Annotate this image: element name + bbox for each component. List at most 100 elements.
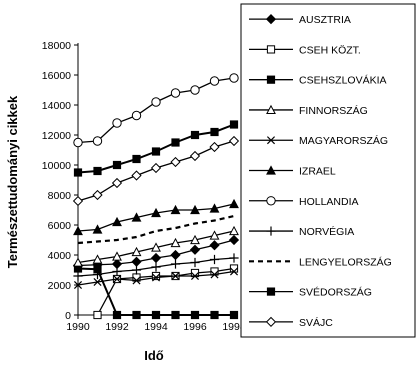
- data-point: [112, 266, 122, 277]
- legend-label: SVÁJC: [299, 316, 333, 329]
- y-tick-label: 4000: [48, 250, 72, 262]
- data-point: [150, 162, 162, 174]
- data-point: [209, 230, 220, 240]
- data-point: [73, 257, 83, 267]
- data-point: [93, 277, 102, 287]
- series-lines: [72, 73, 240, 320]
- series-9: [73, 120, 239, 177]
- legend-marker: [266, 165, 276, 175]
- data-point: [151, 97, 161, 107]
- data-point: [132, 276, 141, 285]
- legend-marker: [266, 287, 276, 296]
- data-point: [151, 310, 161, 320]
- data-point: [92, 189, 103, 201]
- data-point: [131, 246, 142, 257]
- data-point: [151, 207, 161, 218]
- data-point: [209, 240, 220, 251]
- data-point: [73, 271, 83, 281]
- series-4: [73, 267, 239, 290]
- legend: AUSZTRIA CSEH KÖZT. CSEHSZLOVÁKIA FINNORSZÁ…: [240, 3, 416, 338]
- data-point: [209, 141, 220, 153]
- axes: 0 2000 4000 6000 8000 10000 12000 14000 16000 180…: [42, 40, 246, 333]
- y-tick-label: 18000: [42, 40, 71, 52]
- data-point: [112, 118, 122, 128]
- data-point: [190, 271, 200, 281]
- legend-marker: [266, 104, 276, 115]
- legend-label: HOLLANDIA: [299, 196, 359, 208]
- y-tick-label: 6000: [48, 220, 72, 232]
- legend-label: SVÉDORSZÁG: [299, 286, 372, 299]
- data-point: [131, 265, 142, 275]
- data-point: [72, 195, 84, 207]
- x-tick-label: 1990: [66, 321, 90, 333]
- data-point: [170, 88, 181, 98]
- data-point: [112, 216, 122, 227]
- legend-entry: AUSZTRIA: [249, 14, 351, 26]
- data-point: [92, 136, 103, 146]
- legend-marker: [265, 14, 277, 25]
- data-point: [150, 252, 162, 264]
- data-point: [112, 274, 122, 284]
- y-axis-title: Természettudományi cikkek: [5, 95, 20, 268]
- x-tick-label: 1992: [105, 321, 129, 333]
- data-point: [228, 135, 240, 147]
- y-tick-label: 0: [65, 310, 71, 322]
- data-point: [111, 177, 123, 189]
- data-point: [210, 127, 219, 137]
- data-point: [132, 154, 141, 164]
- legend-marker: [266, 196, 276, 206]
- legend-marker: [266, 226, 276, 236]
- data-point: [131, 170, 142, 181]
- data-point: [210, 270, 219, 279]
- data-point: [229, 120, 239, 129]
- legend-entry: SVÉDORSZÁG: [249, 286, 372, 299]
- data-point: [93, 310, 102, 320]
- data-point: [229, 310, 239, 320]
- series-7: [73, 253, 239, 281]
- data-point: [151, 262, 161, 272]
- y-tick-label: 14000: [42, 100, 71, 112]
- data-point: [112, 310, 122, 320]
- legend-entry: HOLLANDIA: [249, 196, 359, 208]
- data-point: [131, 256, 142, 267]
- data-point: [190, 234, 200, 245]
- legend-marker: [265, 316, 277, 327]
- data-point: [189, 244, 201, 255]
- data-point: [112, 251, 122, 261]
- data-point: [132, 310, 141, 320]
- x-tick-label: 1994: [144, 321, 168, 333]
- y-tick-label: 12000: [42, 130, 71, 142]
- data-point: [170, 237, 181, 248]
- data-point: [190, 310, 200, 320]
- legend-label: CSEH KÖZT.: [299, 44, 361, 56]
- data-point: [170, 156, 181, 168]
- data-point: [73, 280, 83, 290]
- legend-label: CSEHSZLOVÁKIA: [299, 74, 387, 87]
- data-point: [93, 166, 102, 176]
- x-tick-label: 1996: [183, 321, 207, 333]
- data-point: [229, 73, 239, 83]
- series-2: [73, 264, 239, 320]
- data-point: [190, 85, 200, 95]
- series-5: [73, 198, 239, 236]
- data-point: [171, 271, 180, 281]
- y-tick-label: 16000: [42, 70, 71, 82]
- legend-entry: IZRAEL: [249, 165, 336, 178]
- data-point: [170, 259, 181, 269]
- data-point: [151, 242, 161, 252]
- data-point: [92, 224, 103, 234]
- legend-entry: LENGYELORSZÁG: [249, 255, 392, 268]
- data-point: [190, 204, 200, 215]
- data-point: [209, 76, 220, 86]
- data-point: [92, 269, 103, 280]
- series-3: [73, 225, 239, 267]
- data-point: [229, 253, 239, 263]
- data-point: [131, 110, 142, 121]
- data-point: [170, 204, 181, 215]
- data-point: [210, 310, 219, 320]
- data-point: [151, 273, 161, 282]
- legend-entry: FINNORSZÁG: [249, 104, 368, 117]
- legend-label: NORVÉGIA: [299, 225, 354, 238]
- data-point: [151, 271, 161, 281]
